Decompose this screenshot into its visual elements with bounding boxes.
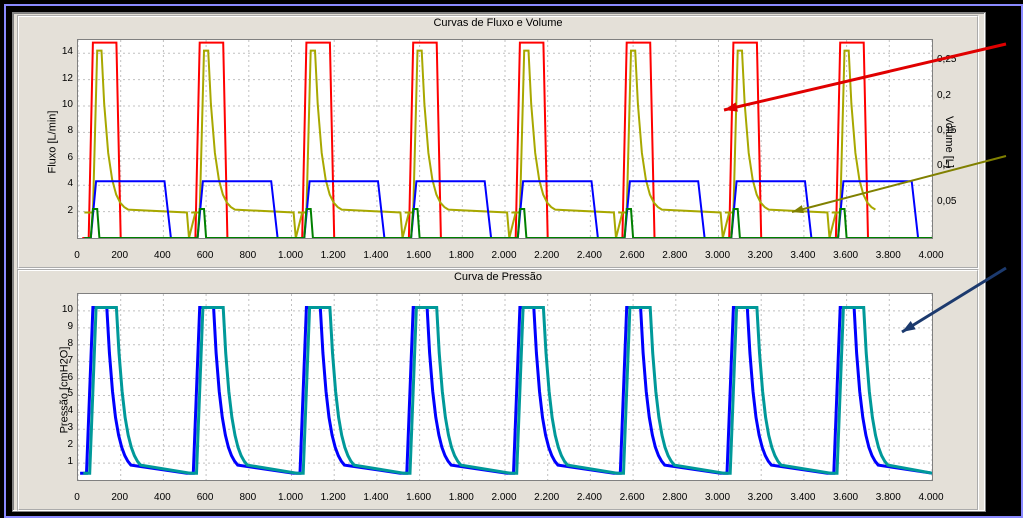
xtick: 1.600: [404, 250, 434, 261]
panel-flow-volume: Curvas de Fluxo e Volume Fluxo [L/min] V…: [17, 15, 979, 269]
xtick: 2.000: [489, 492, 519, 503]
xtick: 2.800: [660, 250, 690, 261]
xtick: 2.600: [617, 250, 647, 261]
xtick: 2.000: [489, 250, 519, 261]
ytick-right: 0,05: [937, 196, 971, 207]
ytick-left: 4: [39, 405, 73, 416]
ytick-right: 0,25: [937, 54, 971, 65]
ytick-left: 4: [39, 178, 73, 189]
ytick-left: 9: [39, 321, 73, 332]
xtick: 2.200: [532, 492, 562, 503]
ylabel-left-top: Fluxo [L/min]: [46, 111, 58, 174]
xtick: 0: [62, 250, 92, 261]
xtick: 0: [62, 492, 92, 503]
ytick-right: 0,2: [937, 90, 971, 101]
ytick-right: 0,1: [937, 160, 971, 171]
series-press_teal: [83, 308, 932, 474]
screenshot-window: Curvas de Fluxo e Volume Fluxo [L/min] V…: [12, 12, 986, 512]
xtick: 1.800: [446, 250, 476, 261]
outer-frame: Curvas de Fluxo e Volume Fluxo [L/min] V…: [4, 4, 1023, 518]
xtick: 600: [190, 492, 220, 503]
xtick: 3.200: [745, 250, 775, 261]
ytick-left: 2: [39, 205, 73, 216]
xtick: 1.800: [446, 492, 476, 503]
chart-title-bot: Curva de Pressão: [19, 271, 977, 289]
xtick: 3.800: [873, 250, 903, 261]
xtick: 3.800: [873, 492, 903, 503]
chart-title-top: Curvas de Fluxo e Volume: [19, 17, 977, 35]
xtick: 3.600: [831, 492, 861, 503]
xtick: 600: [190, 250, 220, 261]
xtick: 2.600: [617, 492, 647, 503]
xtick: 4.000: [916, 250, 946, 261]
ytick-left: 10: [39, 304, 73, 315]
ytick-left: 10: [39, 99, 73, 110]
xtick: 4.000: [916, 492, 946, 503]
xtick: 1.600: [404, 492, 434, 503]
ytick-left: 2: [39, 439, 73, 450]
xtick: 2.400: [574, 492, 604, 503]
xtick: 3.200: [745, 492, 775, 503]
xtick: 1.400: [361, 492, 391, 503]
xtick: 3.400: [788, 250, 818, 261]
xtick: 1.400: [361, 250, 391, 261]
ytick-left: 6: [39, 372, 73, 383]
ytick-left: 8: [39, 338, 73, 349]
plot-area-top: [77, 39, 933, 239]
ytick-left: 14: [39, 46, 73, 57]
xtick: 200: [105, 250, 135, 261]
xtick: 2.200: [532, 250, 562, 261]
xtick: 2.800: [660, 492, 690, 503]
xtick: 3.600: [831, 250, 861, 261]
xtick: 800: [233, 492, 263, 503]
ytick-left: 6: [39, 152, 73, 163]
ytick-left: 8: [39, 125, 73, 136]
xtick: 1.200: [318, 250, 348, 261]
xtick: 1.000: [276, 250, 306, 261]
ytick-left: 7: [39, 355, 73, 366]
xtick: 3.400: [788, 492, 818, 503]
xtick: 2.400: [574, 250, 604, 261]
xtick: 1.000: [276, 492, 306, 503]
ytick-left: 3: [39, 422, 73, 433]
xtick: 1.200: [318, 492, 348, 503]
ytick-left: 12: [39, 73, 73, 84]
ytick-left: 5: [39, 388, 73, 399]
plot-area-bot: [77, 293, 933, 481]
xtick: 400: [147, 250, 177, 261]
ytick-left: 1: [39, 456, 73, 467]
xtick: 200: [105, 492, 135, 503]
panel-pressure: Curva de Pressão Pressão [cmH2O] 1234567…: [17, 269, 979, 511]
xtick: 800: [233, 250, 263, 261]
ytick-right: 0,15: [937, 125, 971, 136]
xtick: 3.000: [703, 492, 733, 503]
xtick: 3.000: [703, 250, 733, 261]
xtick: 400: [147, 492, 177, 503]
